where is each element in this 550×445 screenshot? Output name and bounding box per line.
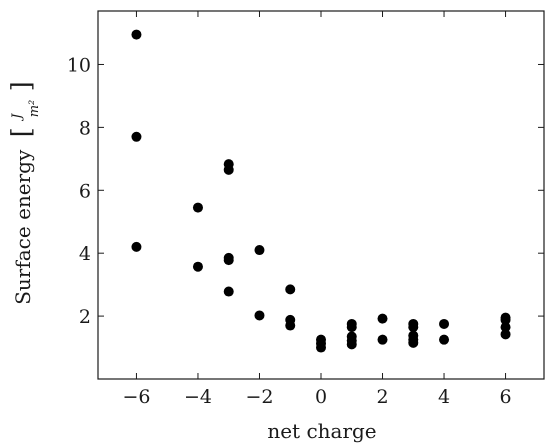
y-axis-unit-denominator: m²	[27, 100, 42, 118]
x-tick-label: −6	[122, 386, 150, 408]
data-point	[377, 334, 388, 345]
y-axis-title-group: Surface energy [ J m² ]	[2, 81, 43, 305]
y-axis-unit-open-bracket: [	[7, 127, 37, 137]
x-axis-title: net charge	[267, 419, 376, 443]
data-point	[500, 322, 511, 333]
data-point	[408, 322, 419, 333]
data-point	[500, 314, 511, 325]
data-point	[346, 322, 357, 333]
data-point	[223, 164, 234, 175]
x-tick-label: 4	[438, 386, 450, 408]
x-tick-label: 0	[315, 386, 327, 408]
x-tick-label: 2	[376, 386, 388, 408]
data-point	[223, 255, 234, 266]
plot-area	[97, 10, 545, 380]
x-axis: −6 −4 −2 0 2 4 6	[122, 11, 512, 408]
x-tick-label: −4	[184, 386, 212, 408]
x-tick-label: −2	[245, 386, 273, 408]
data-point	[192, 202, 203, 213]
data-point	[377, 313, 388, 324]
data-points	[131, 29, 511, 353]
plot-frame	[97, 10, 545, 380]
data-point	[254, 310, 265, 321]
y-tick-label: 10	[67, 54, 91, 76]
data-point	[223, 286, 234, 297]
data-point	[131, 131, 142, 142]
data-point	[500, 329, 511, 340]
data-point	[316, 342, 326, 353]
data-point	[285, 320, 296, 331]
data-point	[131, 29, 142, 40]
y-axis-title-text: Surface energy	[11, 149, 35, 305]
data-point	[285, 284, 296, 295]
data-point	[346, 339, 357, 350]
data-point	[439, 318, 450, 329]
data-point	[254, 245, 265, 256]
y-tick-label: 4	[79, 243, 91, 265]
y-axis-title: Surface energy [ J m² ]	[2, 81, 43, 305]
y-axis-unit-numerator: J	[10, 113, 25, 122]
y-axis-unit-close-bracket: ]	[7, 81, 37, 91]
data-point	[408, 337, 419, 348]
data-point	[192, 261, 203, 272]
y-tick-label: 6	[79, 180, 91, 202]
y-tick-label: 2	[79, 306, 91, 328]
y-tick-label: 8	[79, 117, 91, 139]
data-point	[439, 334, 450, 345]
x-tick-label: 6	[500, 386, 512, 408]
y-axis: 2 4 6 8 10	[67, 54, 544, 328]
data-point	[131, 241, 142, 252]
